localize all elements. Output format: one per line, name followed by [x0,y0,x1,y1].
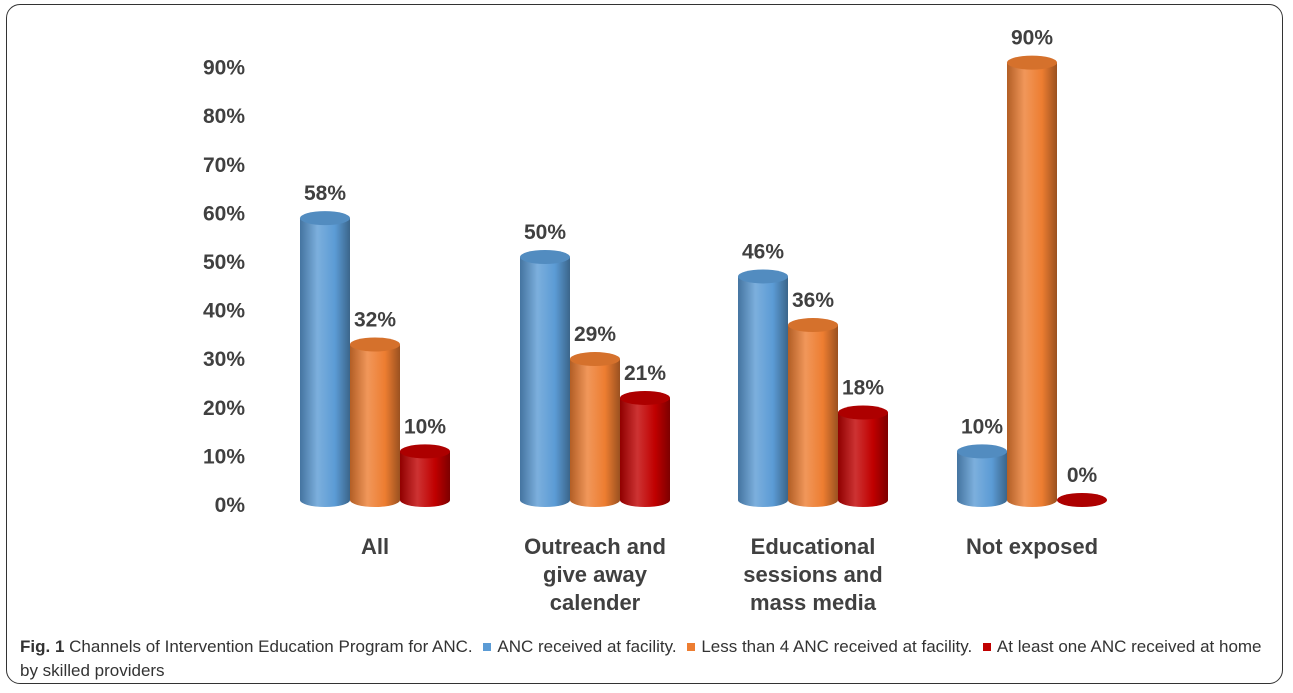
y-tick-label: 50% [203,251,245,274]
data-label: 10% [961,415,1003,438]
bar [620,397,670,507]
y-tick-label: 60% [203,202,245,225]
bar-top [400,444,450,459]
y-tick-label: 90% [203,57,245,80]
bar [350,344,400,507]
data-label: 21% [624,362,666,385]
data-label: 10% [404,415,446,438]
bar-top [520,250,570,264]
data-label: 90% [1011,27,1053,50]
x-tick-label: All [361,534,389,559]
figure-caption: Fig. 1 Channels of Intervention Educatio… [20,635,1270,683]
data-label: 32% [354,308,396,331]
data-label: 58% [304,182,346,205]
y-tick-label: 40% [203,300,245,323]
x-tick-label: Educational sessions and mass media [743,534,882,615]
bar-top [1057,493,1107,507]
bar-top [788,318,838,333]
x-tick-label: Outreach and give away calender [524,534,666,615]
bar [957,451,1007,507]
bar [738,276,788,507]
bar-top [957,444,1007,459]
data-label: 36% [792,289,834,312]
bar-chart: 0% 10% 20% 30% 40% 50% 60% 70% 80% 90% 58% 32% 10% 50… [203,27,1107,615]
figure-title: Channels of Intervention Education Progr… [69,637,473,656]
x-tick-label: Not exposed [966,534,1098,559]
legend-item-home: At least one ANC received at home by ski… [20,637,1262,680]
bar [300,218,350,507]
figure-frame [6,4,1283,684]
legend-swatch-home [982,643,991,652]
data-label: 50% [524,221,566,244]
bar [1007,62,1057,507]
y-tick-label: 30% [203,348,245,371]
legend-swatch-less-than-4 [687,643,696,652]
data-label: 18% [842,377,884,400]
bar-top [1007,55,1057,70]
bar-top [350,337,400,352]
legend-swatch-facility [483,643,492,652]
data-label: 46% [742,240,784,263]
bar-top [738,269,788,284]
legend-item-less-than-4: Less than 4 ANC received at facility. [701,637,973,656]
bar [838,412,888,507]
figure-label: Fig. 1 [20,637,65,656]
bar [570,359,620,507]
bar [400,451,450,507]
bar-top [570,352,620,367]
y-tick-label: 0% [215,494,246,517]
y-tick-label: 70% [203,154,245,177]
legend-item-facility: ANC received at facility. [497,637,677,656]
bar-top [300,211,350,226]
bar-top [620,390,670,405]
bar [788,325,838,507]
bar [520,257,570,507]
y-tick-label: 80% [203,105,245,128]
y-tick-label: 10% [203,445,245,468]
data-label: 0% [1067,464,1098,487]
data-label: 29% [574,323,616,346]
bar-top [838,405,888,420]
y-tick-label: 20% [203,397,245,420]
